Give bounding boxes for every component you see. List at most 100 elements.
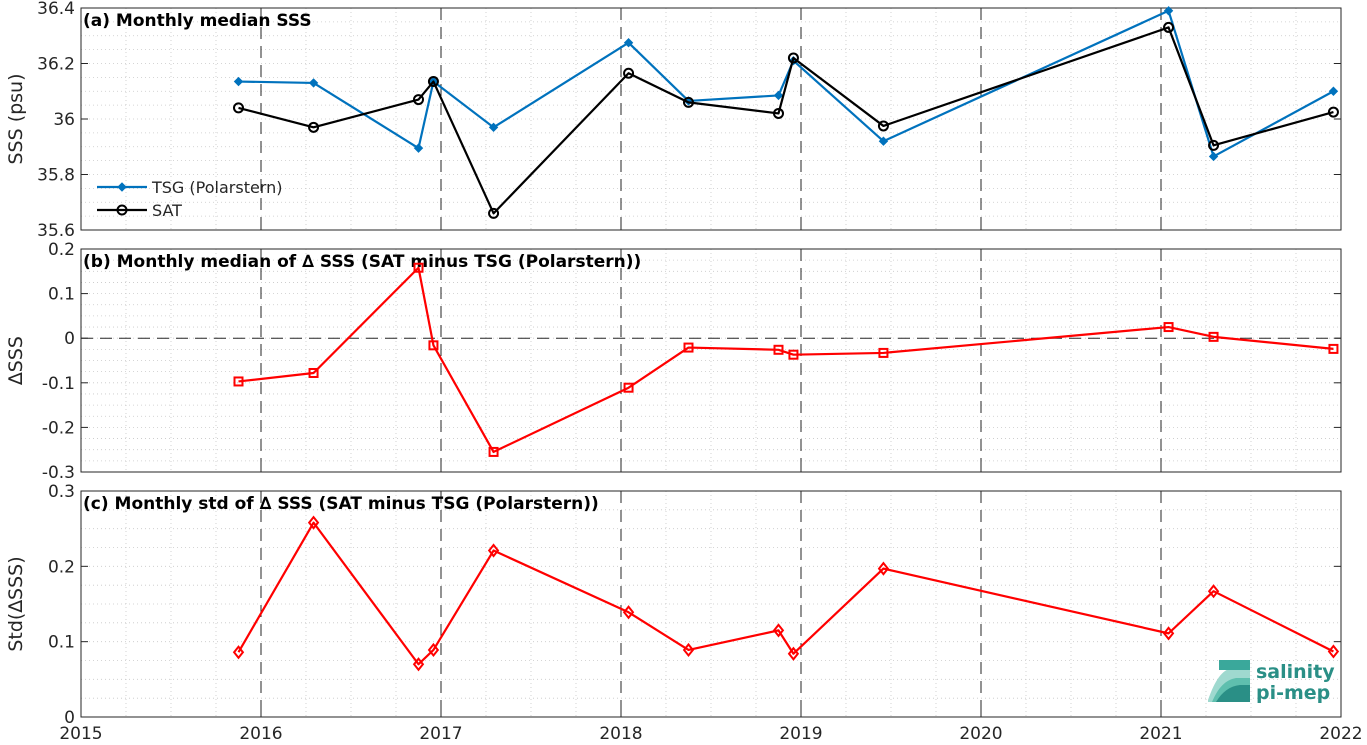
y-tick-label: -0.1 [42, 374, 75, 394]
panel-title: (b) Monthly median of ∆ SSS (SAT minus T… [83, 252, 641, 272]
y-axis-label: ∆SSS [5, 336, 27, 386]
plot-area [81, 249, 1341, 472]
data-point [307, 515, 320, 530]
data-point [308, 367, 319, 378]
y-axis-label: SSS (psu) [5, 73, 27, 164]
y-tick-label: -0.2 [42, 418, 75, 438]
y-tick-label: 0 [64, 708, 75, 728]
data-point [878, 136, 889, 146]
series-line [238, 266, 1334, 454]
data-point [232, 645, 245, 660]
data-point [308, 78, 319, 88]
data-point [1163, 21, 1175, 33]
data-point [233, 376, 244, 387]
data-point [1327, 106, 1339, 118]
data-point [427, 76, 439, 88]
y-tick-label: 0.3 [48, 482, 75, 502]
series-1 [233, 21, 1339, 219]
data-point [1162, 626, 1175, 641]
data-point [878, 347, 889, 358]
grid [81, 8, 1341, 230]
data-point [773, 90, 784, 101]
y-tick-label: 0 [64, 329, 75, 349]
y-tick-label: 0.2 [48, 557, 75, 577]
data-point [427, 642, 440, 658]
x-tick-label: 2018 [599, 724, 642, 744]
data-point [622, 605, 635, 620]
data-point [1208, 331, 1219, 342]
legend-label: TSG (Polarstern) [151, 178, 282, 197]
series-line [238, 26, 1334, 215]
series-0 [232, 515, 1340, 672]
x-tick-label: 2020 [959, 724, 1002, 744]
legend-label: SAT [152, 201, 182, 220]
panel-title: (a) Monthly median SSS [83, 11, 312, 31]
data-point [413, 262, 424, 273]
data-point [623, 37, 634, 48]
x-tick-label: 2022 [1319, 724, 1362, 744]
panel-c: 0 0.1 0.2 0.3 2015 2016 2017 2018 2019 2020 2021 20… [5, 482, 1363, 744]
x-tick-label: 2021 [1139, 724, 1182, 744]
series-line [237, 521, 1334, 666]
data-point [683, 342, 694, 353]
data-point [1207, 584, 1220, 599]
data-point [787, 646, 800, 661]
y-tick-label: 0.2 [48, 240, 75, 260]
data-point [1208, 151, 1219, 162]
axes-box [80, 490, 1342, 718]
data-point [1163, 322, 1174, 333]
data-point [413, 143, 424, 153]
data-point [773, 107, 784, 119]
data-point [233, 76, 244, 87]
data-point [623, 67, 635, 79]
data-point [412, 657, 425, 672]
data-point [788, 349, 799, 360]
legend-swatch-marker [116, 204, 128, 216]
data-point [428, 340, 439, 351]
x-tick-label: 2015 [59, 724, 102, 744]
data-point [682, 642, 695, 658]
panel-a: 35.6 35.8 36 36.2 36.4 SSS (psu) (a) Monthly m… [5, 0, 1342, 241]
data-point [1327, 644, 1340, 659]
data-point [773, 344, 784, 355]
grid [81, 249, 1341, 472]
data-point [623, 382, 634, 393]
y-tick-label: 0.1 [48, 633, 75, 653]
axes-box [80, 248, 1342, 473]
series-0 [233, 6, 1339, 162]
x-tick-label: 2017 [419, 724, 462, 744]
logo-line1: salinity [1256, 661, 1335, 683]
data-point [1328, 86, 1339, 96]
data-point [877, 561, 890, 576]
logo-line2: pi-mep [1256, 682, 1330, 704]
data-point [488, 122, 499, 133]
y-tick-label: 36.2 [37, 55, 75, 75]
data-point [487, 543, 500, 558]
data-point [772, 623, 785, 638]
data-point [1328, 343, 1339, 354]
y-tick-label: 0.1 [48, 285, 75, 305]
grid [81, 491, 1341, 717]
data-point [488, 207, 500, 219]
y-tick-label: 36.4 [37, 0, 75, 19]
panel-title: (c) Monthly std of ∆ SSS (SAT minus TSG … [83, 494, 599, 514]
data-point [683, 96, 694, 108]
salinity-pimep-logo: salinity pi-mep [1208, 660, 1335, 704]
y-axis-label: Std(∆SSS) [5, 556, 27, 651]
panel-b: -0.3 -0.2 -0.1 0 0.1 0.2 ∆SSS (b) Monthly media… [5, 240, 1342, 483]
x-tick-label: 2019 [779, 724, 822, 744]
y-tick-label: 36 [53, 110, 75, 130]
data-point [1163, 6, 1174, 16]
y-tick-label: 35.8 [37, 166, 75, 186]
data-point [488, 446, 499, 457]
data-point [787, 52, 799, 64]
data-point [877, 120, 889, 132]
legend: TSG (Polarstern) SAT [97, 178, 282, 220]
legend-swatch-marker [117, 182, 127, 192]
data-point [1208, 139, 1220, 151]
series-0 [233, 262, 1339, 457]
y-tick-label: -0.3 [42, 463, 75, 483]
x-tick-label: 2016 [239, 724, 282, 744]
y-tick-label: 35.6 [37, 221, 75, 241]
